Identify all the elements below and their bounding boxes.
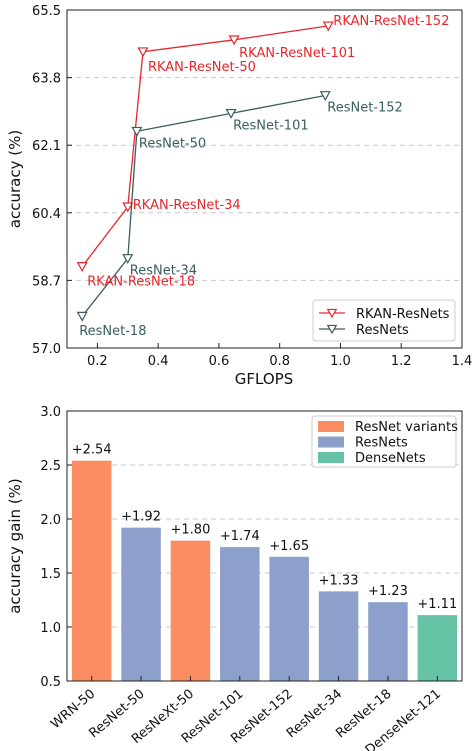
top-point-label: RKAN-ResNet-50 (148, 60, 256, 75)
top-x-tick-label: 0.4 (148, 354, 169, 369)
top-x-tick-label: 1.0 (330, 354, 351, 369)
top-point-marker (76, 262, 88, 272)
top-legend-box (312, 299, 456, 342)
top-point-label: RKAN-ResNet-152 (333, 14, 449, 29)
bottom-y-axis-label: accuracy gain (%) (6, 478, 24, 614)
top-x-tick-label: 1.4 (452, 354, 473, 369)
top-plot-frame (66, 9, 463, 349)
top-point-marker (137, 47, 149, 58)
top-y-tick-label: 60.4 (32, 207, 61, 222)
bottom-y-tick-label: 3.0 (40, 405, 61, 420)
top-legend-label: RKAN-ResNets (356, 307, 450, 322)
top-x-axis-label: GFLOPS (235, 370, 293, 388)
bar-value-label: +1.80 (171, 523, 211, 538)
top-y-tick-label: 65.5 (32, 4, 61, 19)
top-point-marker (322, 21, 334, 32)
bottom-y-tick-label: 2.0 (40, 513, 61, 528)
bar (269, 556, 309, 681)
top-point-label: ResNet-152 (327, 100, 403, 115)
top-y-axis-label: accuracy (%) (6, 130, 24, 228)
bar-value-label: +1.65 (269, 539, 309, 554)
bar (71, 460, 112, 681)
bar (417, 615, 458, 681)
top-legend-marker (326, 308, 338, 319)
bar (121, 527, 161, 681)
bottom-y-tick-label: 1.5 (40, 567, 61, 582)
top-x-tick-label: 0.8 (269, 354, 290, 369)
top-y-tick-label: 58.7 (32, 274, 61, 289)
top-y-ticks: 57.0 58.7 60.4 62.1 63.8 65.5 (32, 4, 72, 357)
top-point-marker (122, 202, 134, 213)
top-x-ticks: 0.2 0.4 0.6 0.8 1.0 1.2 1.4 (87, 343, 472, 369)
bottom-value-labels: +2.54 +1.92 +1.80 +1.74 +1.65 +1.33 +1.23 +1.11 (72, 443, 457, 612)
bar-value-label: +2.54 (72, 443, 112, 458)
bottom-y-ticks: 0.5 1.0 1.5 2.0 2.5 3.0 (40, 405, 72, 690)
bottom-legend-box (311, 415, 457, 468)
top-legend-label: ResNets (356, 323, 409, 338)
top-point-label: ResNet-101 (233, 118, 309, 133)
top-x-tick-label: 0.2 (87, 354, 108, 369)
top-y-tick-label: 57.0 (32, 342, 61, 357)
bottom-legend-label: ResNets (355, 436, 408, 451)
top-point-marker (131, 126, 143, 137)
bar (170, 540, 211, 681)
bar (368, 602, 408, 681)
top-grid (67, 77, 462, 281)
top-legend-marker (326, 324, 338, 335)
bar (318, 591, 359, 681)
bar-value-label: +1.74 (220, 529, 260, 544)
top-x-tick-label: 0.6 (209, 354, 230, 369)
bottom-x-ticks: WRN-50ResNet-50ResNeXt-50ResNet-101ResNe… (48, 676, 444, 751)
top-point-marker (122, 254, 134, 265)
bottom-legend-swatch (318, 421, 344, 432)
bottom-y-tick-label: 2.5 (40, 459, 61, 474)
accuracy-gain-chart: 0.51.01.52.02.53.0 +2.54+1.92+1.80 +1.74+… (6, 405, 463, 751)
bar (220, 547, 260, 681)
top-point-label: RKAN-ResNet-18 (87, 274, 195, 289)
top-point-label: RKAN-ResNet-34 (133, 198, 241, 213)
top-point-label: RKAN-ResNet-101 (239, 46, 355, 61)
bottom-y-tick-label: 0.5 (40, 675, 61, 690)
bottom-plot-frame (66, 410, 463, 682)
top-x-tick-label: 1.2 (391, 354, 412, 369)
top-point-labels: RKAN-ResNet-18 RKAN-ResNet-34 RKAN-ResNet-… (79, 14, 449, 339)
top-y-tick-label: 62.1 (32, 139, 61, 154)
top-point-marker (319, 91, 331, 102)
bottom-legend-swatch (318, 436, 344, 448)
bar-value-label: +1.92 (121, 510, 161, 525)
bottom-legend-label: ResNet variants (355, 420, 458, 435)
bar-value-label: +1.33 (319, 573, 359, 588)
bottom-y-tick-label: 1.0 (40, 621, 61, 636)
top-point-marker (228, 35, 240, 46)
bottom-legend-label: DenseNets (355, 451, 426, 466)
top-point-marker (225, 108, 237, 119)
top-y-tick-label: 63.8 (32, 72, 61, 87)
top-point-marker (76, 311, 88, 322)
bar-value-label: +1.11 (417, 597, 457, 612)
bottom-bars (71, 460, 458, 681)
gflops-accuracy-chart: 57.0 58.7 60.4 62.1 63.8 65.5 0.2 0.4 0.6 0.8 1.0… (6, 4, 472, 388)
bottom-legend-swatch (318, 452, 344, 463)
bar-value-label: +1.23 (368, 584, 408, 599)
top-point-label: ResNet-50 (139, 136, 206, 151)
top-point-label: ResNet-34 (130, 264, 197, 279)
top-point-label: ResNet-18 (79, 324, 146, 339)
top-series (76, 21, 334, 322)
